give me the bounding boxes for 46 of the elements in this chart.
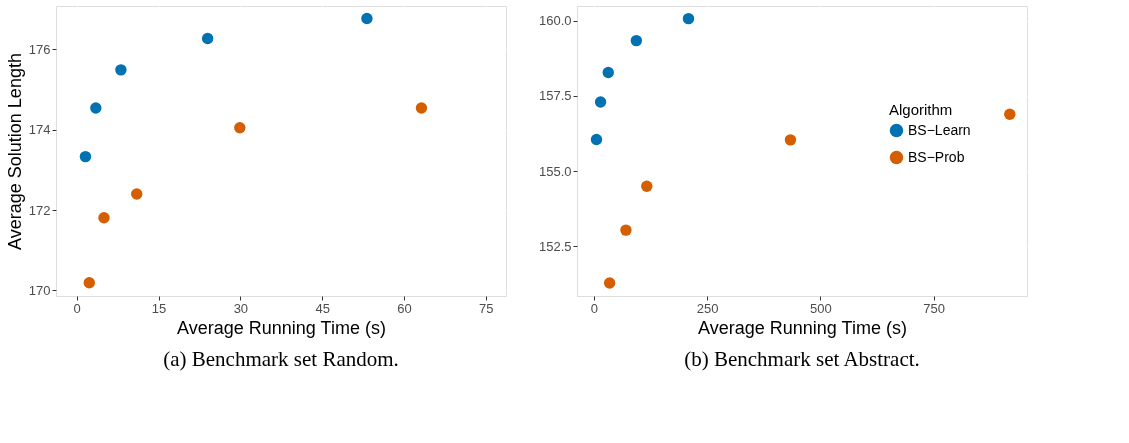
point: [594, 96, 607, 108]
point: [620, 224, 632, 236]
y-tick-label: 170: [28, 282, 51, 298]
x-tick-label: 45: [315, 300, 330, 316]
point: [361, 12, 373, 25]
legend-label: BS−Learn: [908, 121, 971, 138]
point: [602, 66, 614, 79]
x-tick-label: 60: [397, 300, 412, 316]
point: [1004, 108, 1016, 120]
point: [630, 34, 643, 47]
point: [201, 32, 214, 45]
point: [234, 122, 246, 134]
x-axis-title: Average Running Time (s): [177, 317, 386, 338]
x-tick-label: 500: [810, 300, 832, 316]
y-tick-label: 172: [28, 202, 51, 218]
point: [682, 12, 695, 25]
point: [79, 150, 92, 163]
point: [115, 64, 127, 76]
legend-label: BS−Prob: [908, 148, 965, 165]
point: [83, 277, 95, 289]
y-tick-label: 155.0: [538, 163, 572, 179]
point: [90, 102, 102, 114]
x-tick-label: 750: [923, 300, 945, 316]
point: [784, 134, 797, 146]
y-tick-label: 174: [28, 122, 51, 138]
y-tick-label: 157.5: [538, 88, 572, 104]
x-tick-label: 250: [696, 300, 719, 316]
point: [641, 180, 653, 192]
y-axis-title: Average Solution Length: [4, 53, 25, 250]
point: [590, 133, 603, 146]
x-tick-label: 0: [73, 300, 81, 316]
point: [131, 188, 143, 200]
text: (a) Benchmark set Random.: [163, 347, 399, 371]
text: (b) Benchmark set Abstract.: [684, 347, 920, 371]
y-tick-label: 152.5: [538, 238, 572, 254]
point: [415, 102, 428, 114]
point: [603, 277, 616, 289]
x-tick-label: 30: [233, 300, 249, 316]
legend-title: Algorithm: [889, 101, 953, 118]
x-tick-label: 75: [479, 300, 494, 316]
x-tick-label: 15: [151, 300, 167, 316]
x-axis-title: Average Running Time (s): [698, 317, 907, 338]
y-tick-label: 176: [28, 41, 51, 57]
x-tick-label: 0: [590, 300, 598, 316]
point: [98, 211, 110, 224]
y-tick-label: 160.0: [538, 13, 572, 29]
